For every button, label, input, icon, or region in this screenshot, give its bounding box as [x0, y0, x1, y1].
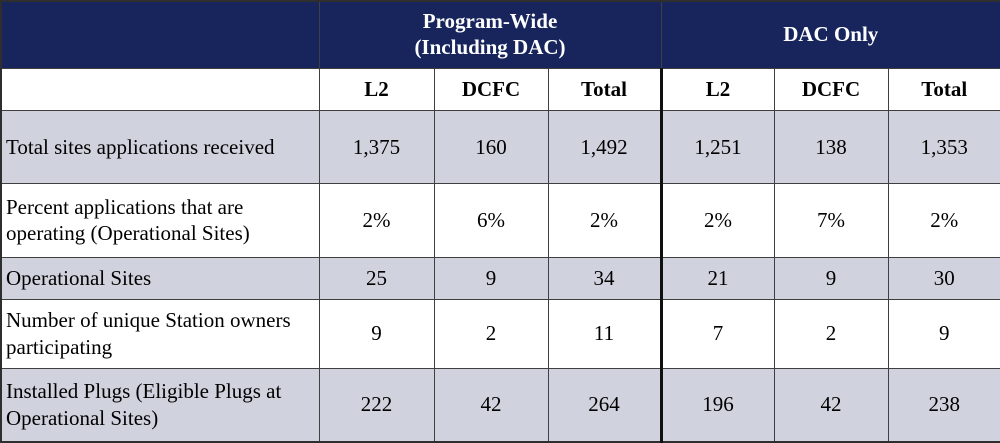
group-header-program-wide-line2: (Including DAC): [414, 35, 566, 60]
value-cell: 1,492: [547, 110, 663, 185]
value-cell: 7%: [773, 183, 889, 258]
column-header-pw-l2: L2: [318, 68, 435, 112]
value-cell: 6%: [433, 183, 549, 258]
row-label: Percent applications that are operating …: [0, 183, 320, 258]
value-cell: 42: [773, 367, 889, 443]
row-label: Number of unique Station owners particip…: [0, 299, 320, 369]
value-cell: 2: [773, 299, 889, 369]
value-cell: 2%: [660, 183, 775, 258]
value-cell: 196: [660, 367, 775, 443]
value-cell: 9: [773, 256, 889, 301]
value-cell: 42: [433, 367, 549, 443]
corner-cell: [0, 0, 320, 70]
group-header-dac-only-label: DAC Only: [783, 22, 879, 47]
value-cell: 238: [887, 367, 1000, 443]
value-cell: 1,251: [660, 110, 775, 185]
value-cell: 9: [318, 299, 435, 369]
value-cell: 2: [433, 299, 549, 369]
value-cell: 264: [547, 367, 663, 443]
value-cell: 25: [318, 256, 435, 301]
value-cell: 34: [547, 256, 663, 301]
value-cell: 9: [433, 256, 549, 301]
value-cell: 2%: [547, 183, 663, 258]
value-cell: 2%: [318, 183, 435, 258]
value-cell: 21: [660, 256, 775, 301]
group-header-program-wide-line1: Program-Wide: [422, 9, 558, 34]
row-label: Operational Sites: [0, 256, 320, 301]
group-header-dac-only: DAC Only: [660, 0, 1000, 70]
table-row-total-sites-applications: Total sites applications received 1,375 …: [0, 110, 1000, 185]
value-cell: 7: [660, 299, 775, 369]
column-header-pw-total: Total: [547, 68, 663, 112]
value-cell: 9: [887, 299, 1000, 369]
value-cell: 30: [887, 256, 1000, 301]
column-header-dac-l2: L2: [660, 68, 775, 112]
table-row-unique-station-owners: Number of unique Station owners particip…: [0, 299, 1000, 369]
column-header-pw-dcfc: DCFC: [433, 68, 549, 112]
value-cell: 2%: [887, 183, 1000, 258]
column-header-dac-total: Total: [887, 68, 1000, 112]
value-cell: 222: [318, 367, 435, 443]
value-cell: 138: [773, 110, 889, 185]
value-cell: 1,353: [887, 110, 1000, 185]
value-cell: 1,375: [318, 110, 435, 185]
table-row-installed-plugs: Installed Plugs (Eligible Plugs at Opera…: [0, 367, 1000, 443]
column-header-dac-dcfc: DCFC: [773, 68, 889, 112]
value-cell: 160: [433, 110, 549, 185]
value-cell: 11: [547, 299, 663, 369]
column-header-row: L2 DCFC Total L2 DCFC Total: [0, 68, 1000, 112]
label-column-header: [0, 68, 320, 112]
group-header-row: Program-Wide (Including DAC) DAC Only: [0, 0, 1000, 70]
table-row-operational-sites: Operational Sites 25 9 34 21 9 30: [0, 256, 1000, 301]
row-label: Total sites applications received: [0, 110, 320, 185]
row-label: Installed Plugs (Eligible Plugs at Opera…: [0, 367, 320, 443]
table-row-percent-operating: Percent applications that are operating …: [0, 183, 1000, 258]
group-header-program-wide: Program-Wide (Including DAC): [318, 0, 662, 70]
